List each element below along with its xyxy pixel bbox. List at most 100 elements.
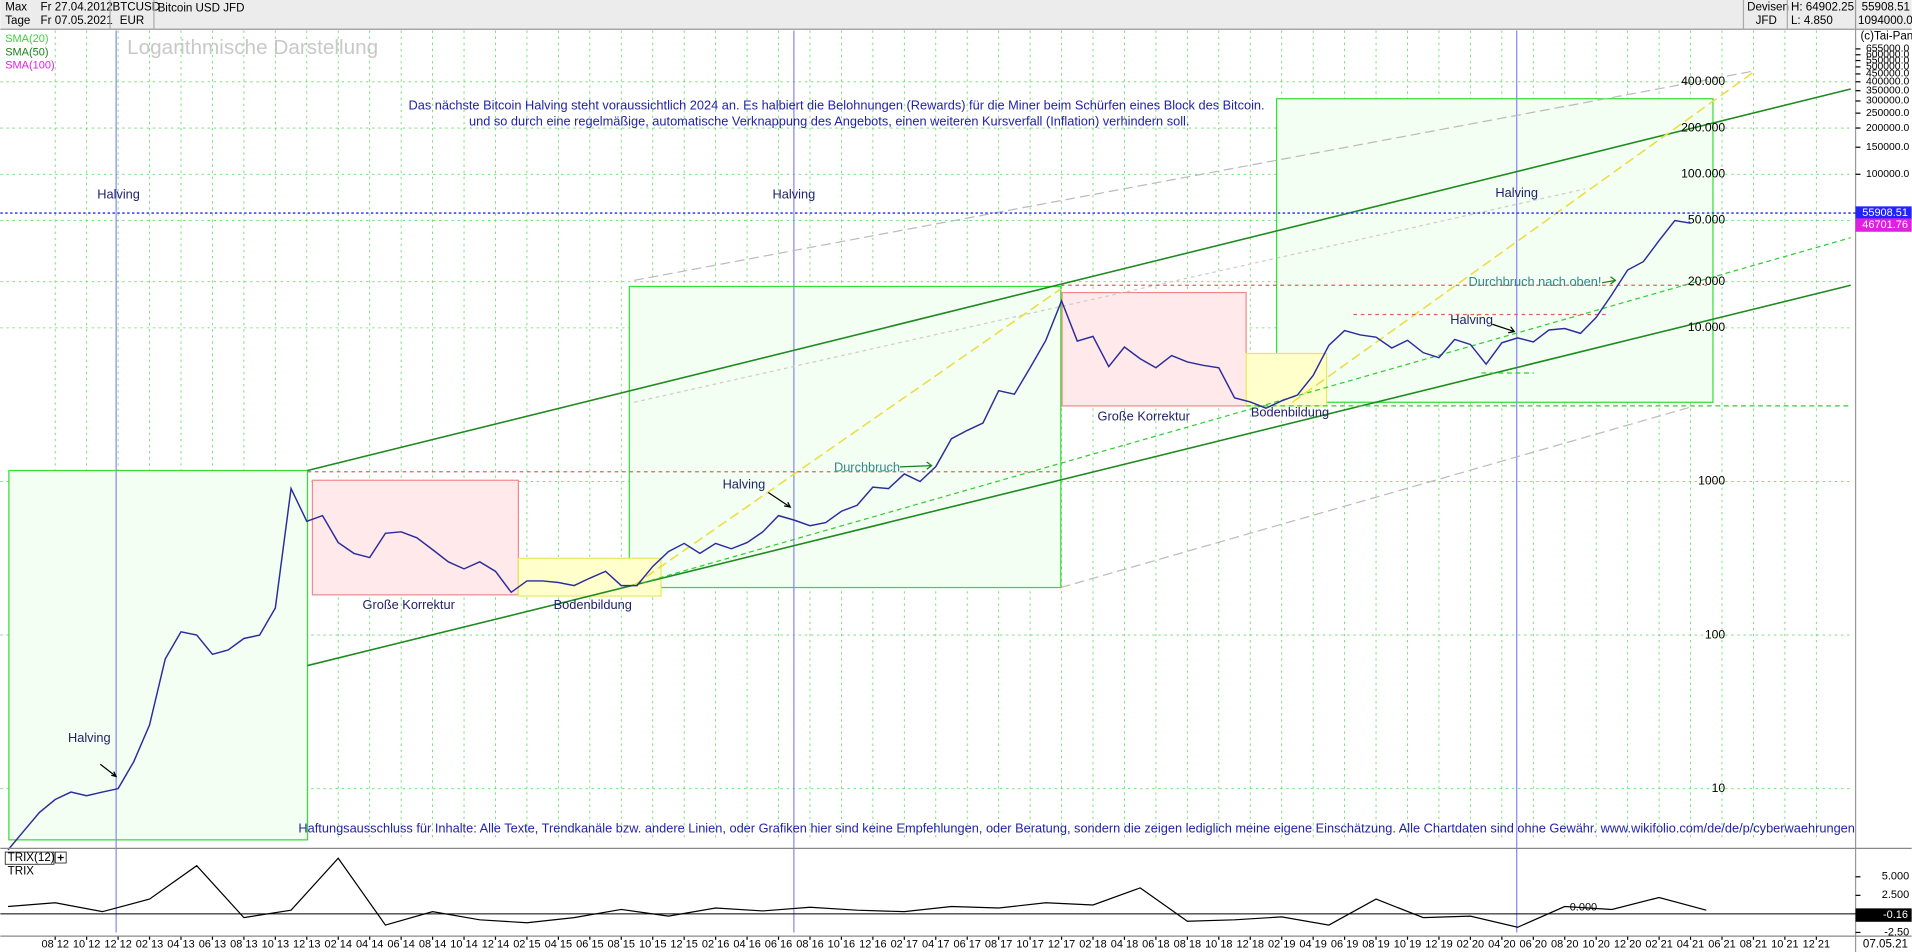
y2-tick-label: 150000.0 [1866, 142, 1909, 153]
x-tick-label: 02 17 [891, 939, 918, 951]
gray-trend [634, 188, 1586, 403]
sma-box [1855, 218, 1912, 232]
gray-trend [1060, 405, 1695, 589]
y-tick-label: 50.000 [1688, 213, 1725, 227]
breakout-label: Durchbruch nach oben! [1469, 274, 1602, 289]
last-price-header: 55908.51 [1862, 1, 1910, 13]
x-tick-label: 02 18 [1079, 939, 1106, 951]
axis-max: 1094000.0 [1858, 15, 1912, 27]
x-tick-label: 10 18 [1205, 939, 1232, 951]
x-tick-label: 10 16 [828, 939, 855, 951]
note: Das nächste Bitcoin Halving steht voraus… [408, 97, 1264, 112]
broker: JFD [1756, 15, 1777, 27]
x-tick-label: 02 20 [1457, 939, 1484, 951]
high: H: 64902.25 [1791, 1, 1854, 13]
group: Devisen [1747, 1, 1789, 13]
correction-label: Große Korrektur [1098, 408, 1191, 423]
arrow [1601, 276, 1617, 285]
x-tick-label: 04 16 [733, 939, 760, 951]
x-tick-label: 12 21 [1803, 939, 1830, 951]
x-tick-label: 08 20 [1551, 939, 1578, 951]
x-tick-label: 04 20 [1488, 939, 1515, 951]
bottom-label: Bodenbildung [554, 597, 632, 612]
y2-tick-label: 350000.0 [1866, 85, 1909, 96]
x-tick-label: 06 18 [1142, 939, 1169, 951]
x-tick-label: 04 19 [1299, 939, 1326, 951]
range-select[interactable]: Max [5, 1, 27, 13]
bottom-label: Bodenbildung [1251, 405, 1329, 420]
legend-entry: SMA(50) [5, 46, 48, 58]
channel-upper [307, 88, 1851, 472]
y2-tick-label: 200000.0 [1866, 123, 1909, 134]
y2-tick-label: 550000.0 [1866, 55, 1909, 66]
arrow [99, 763, 118, 778]
trix-last-label: -0.16 [1883, 909, 1908, 921]
period-select[interactable]: Tage [5, 15, 30, 27]
y2-tick-label: 500000.0 [1866, 62, 1909, 73]
channel-mid [634, 237, 1851, 586]
trix-name: TRIX [8, 866, 35, 878]
y-tick-label: 10.000 [1688, 320, 1725, 334]
x-tick-label: 12 12 [104, 939, 131, 951]
arrow [1492, 323, 1516, 334]
halving-label: Halving [1495, 185, 1538, 200]
x-tick-label: 04 15 [545, 939, 572, 951]
x-tick-label: 08 18 [1174, 939, 1201, 951]
halving-label: Halving [68, 730, 111, 745]
x-tick-label: 12 14 [482, 939, 509, 951]
trix-last-box [1855, 908, 1912, 922]
trix-title: TRIX(12) [8, 852, 55, 864]
trix-title-box [4, 851, 55, 865]
low: L: 4.850 [1791, 15, 1833, 27]
x-tick-label: 06 19 [1331, 939, 1358, 951]
x-tick-label: 08 21 [1740, 939, 1767, 951]
bottom-box [1245, 352, 1328, 407]
x-tick-label: 04 17 [922, 939, 949, 951]
y-tick-label: 100 [1705, 627, 1726, 641]
disclaimer: Haftungsausschluss für Inhalte: Alle Tex… [298, 820, 1854, 835]
x-tick-label: 08 13 [230, 939, 257, 951]
from-date: Fr 27.04.2012 [41, 1, 113, 13]
x-tick-label: 10 17 [1016, 939, 1043, 951]
last-price-box [1855, 206, 1912, 220]
y-tick-label: 5.000 [1882, 871, 1909, 883]
legend-entry: SMA(20) [5, 33, 48, 45]
yellow-trend [1291, 70, 1757, 403]
x-tick-label: 02 15 [513, 939, 540, 951]
breakout-label: Durchbruch [834, 459, 900, 474]
x-tick-label: 02 19 [1268, 939, 1295, 951]
price-line [7, 219, 1691, 851]
watermark: Logarithmische Darstellung [127, 36, 378, 59]
x-tick-label: 08 19 [1362, 939, 1389, 951]
x-tick-label: 02 13 [136, 939, 163, 951]
x-tick-label: 12 15 [670, 939, 697, 951]
symbol: BTCUSD [112, 1, 160, 13]
x-tick-label: 08 16 [796, 939, 823, 951]
x-tick-label: 12 13 [293, 939, 320, 951]
current-date: 07.05.21 [1863, 939, 1908, 951]
sma-label: 46701.76 [1862, 219, 1908, 231]
trend-box [628, 285, 1062, 589]
x-tick-label: 06 21 [1708, 939, 1735, 951]
x-tick-label: 08 12 [41, 939, 68, 951]
to-date: Fr 07.05.2021 [41, 15, 113, 27]
x-tick-label: 10 19 [1394, 939, 1421, 951]
x-tick-label: 06 17 [953, 939, 980, 951]
y2-tick-label: 655000.0 [1866, 44, 1909, 55]
y2-tick-label: 450000.0 [1866, 69, 1909, 80]
y2-tick-label: 600000.0 [1866, 49, 1909, 60]
halving-label: Halving [723, 477, 766, 492]
x-tick-label: 06 14 [387, 939, 414, 951]
arrow [899, 461, 933, 470]
x-tick-label: 06 16 [765, 939, 792, 951]
legend-entry: SMA(100) [5, 60, 54, 72]
x-tick-label: 12 18 [1237, 939, 1264, 951]
bottom-box [517, 557, 662, 597]
arrow [767, 491, 792, 508]
y2-tick-label: 300000.0 [1866, 96, 1909, 107]
x-tick-label: 06 13 [199, 939, 226, 951]
y-tick-label: 200.000 [1681, 120, 1725, 134]
instrument-name: Bitcoin USD JFD [158, 3, 245, 15]
